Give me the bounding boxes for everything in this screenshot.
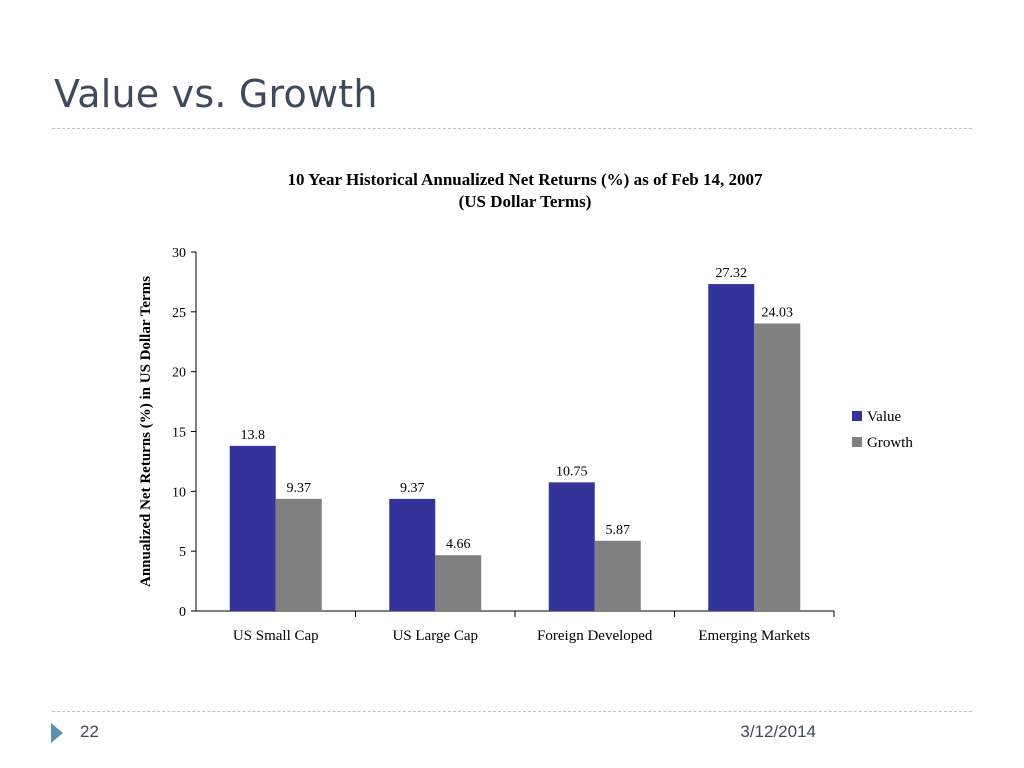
legend-label: Growth [867, 435, 913, 451]
y-tick-label: 0 [179, 605, 186, 620]
y-tick-label: 5 [179, 545, 186, 560]
slide-marker-icon [51, 723, 63, 743]
data-label: 9.37 [287, 481, 312, 496]
bar-chart: 10 Year Historical Annualized Net Return… [138, 170, 913, 644]
y-tick-label: 20 [172, 366, 186, 381]
bar-growth [594, 540, 641, 611]
bar-value [389, 498, 436, 611]
bar-value [708, 284, 755, 611]
data-label: 13.8 [241, 428, 266, 443]
x-tick-label: Emerging Markets [698, 628, 810, 644]
chart-title: 10 Year Historical Annualized Net Return… [287, 170, 763, 189]
bar-value [229, 445, 276, 611]
bar-growth [754, 323, 801, 611]
data-label: 5.87 [606, 523, 631, 538]
y-tick-label: 25 [172, 306, 186, 321]
data-label: 4.66 [446, 537, 471, 552]
footer-divider [52, 711, 972, 712]
legend-swatch [852, 411, 862, 421]
data-label: 24.03 [762, 305, 794, 320]
y-tick-label: 10 [172, 485, 186, 500]
bar-growth [435, 555, 482, 611]
data-label: 9.37 [400, 481, 425, 496]
x-tick-label: US Large Cap [392, 628, 478, 644]
bar-growth [275, 498, 322, 611]
chart-subtitle: (US Dollar Terms) [459, 192, 592, 211]
title-divider [52, 128, 972, 129]
data-label: 27.32 [716, 266, 748, 281]
legend-label: Value [867, 409, 901, 425]
x-tick-label: US Small Cap [233, 628, 319, 644]
y-tick-label: 15 [172, 426, 186, 441]
x-tick-label: Foreign Developed [537, 628, 653, 644]
slide-title: Value vs. Growth [54, 72, 378, 116]
slide-date: 3/12/2014 [740, 722, 816, 741]
slide-number: 22 [80, 722, 99, 741]
y-tick-label: 30 [172, 246, 186, 261]
data-label: 10.75 [556, 464, 588, 479]
y-axis-label: Annualized Net Returns (%) in US Dollar … [138, 276, 154, 587]
legend-swatch [852, 437, 862, 447]
bar-value [548, 482, 595, 611]
